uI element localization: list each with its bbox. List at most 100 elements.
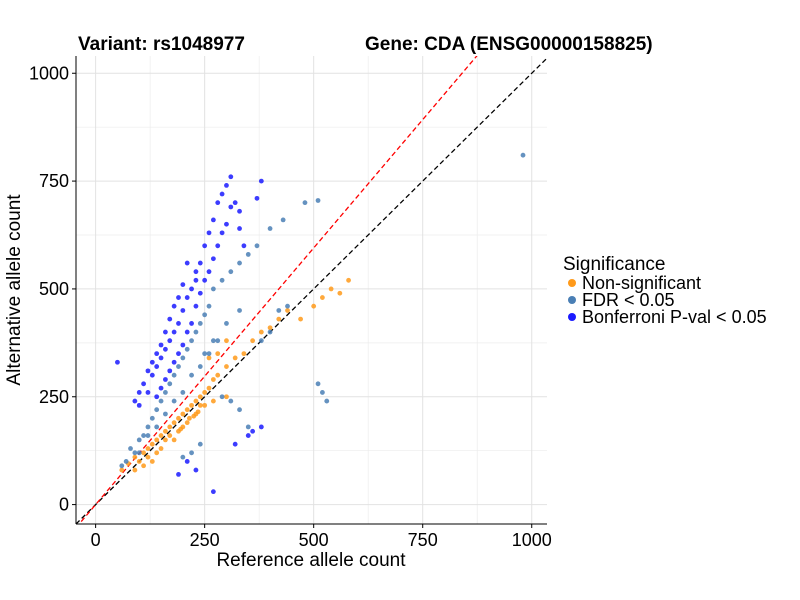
data-point — [320, 295, 325, 300]
data-point — [189, 372, 194, 378]
data-point — [197, 394, 203, 400]
data-point — [206, 269, 212, 275]
data-point — [202, 390, 208, 395]
data-point — [215, 243, 221, 249]
data-point — [206, 385, 212, 391]
data-point — [167, 424, 173, 430]
data-point — [224, 394, 229, 400]
y-tick-label: 0 — [59, 495, 69, 515]
data-point — [280, 217, 286, 223]
x-tick-label: 750 — [408, 530, 438, 550]
data-point — [195, 409, 201, 415]
data-point — [228, 269, 234, 275]
data-point — [163, 437, 168, 443]
data-point — [132, 450, 138, 456]
data-point — [180, 282, 186, 288]
data-point — [171, 420, 177, 426]
data-point — [237, 308, 242, 313]
data-point — [197, 260, 203, 266]
data-point — [167, 316, 173, 322]
legend-swatch — [568, 313, 576, 321]
x-tick-label: 250 — [190, 530, 220, 550]
data-point — [232, 441, 238, 447]
data-point — [245, 433, 251, 438]
data-point — [228, 398, 234, 404]
data-point — [184, 459, 190, 464]
data-point — [149, 441, 155, 447]
data-point — [141, 433, 146, 438]
data-point — [193, 269, 199, 275]
data-point — [206, 303, 212, 309]
data-point — [193, 467, 199, 473]
data-point — [184, 346, 190, 352]
data-point — [315, 381, 321, 387]
data-point — [180, 390, 186, 395]
data-point — [163, 390, 168, 395]
data-point — [237, 208, 242, 214]
data-point — [149, 359, 155, 365]
data-point — [119, 463, 125, 469]
data-point — [158, 342, 164, 348]
data-point — [149, 415, 155, 421]
data-point — [224, 364, 229, 369]
data-point — [132, 467, 138, 473]
data-point — [193, 329, 199, 335]
data-point — [158, 398, 164, 404]
data-point — [136, 437, 142, 443]
data-point — [171, 303, 177, 309]
data-point — [141, 463, 146, 469]
data-point — [158, 446, 164, 451]
data-point — [320, 390, 325, 395]
data-point — [189, 402, 194, 408]
series-non-significant — [119, 277, 351, 473]
data-point — [202, 402, 208, 408]
data-point — [224, 338, 229, 344]
data-point — [158, 355, 164, 361]
data-point — [219, 191, 225, 197]
data-point — [136, 450, 142, 456]
data-point — [180, 308, 186, 313]
data-point — [163, 377, 168, 382]
x-tick-label: 500 — [299, 530, 329, 550]
data-point — [202, 312, 208, 318]
data-point — [176, 364, 181, 369]
data-point — [191, 413, 197, 419]
data-point — [180, 411, 186, 417]
legend-swatch — [568, 279, 576, 287]
data-point — [184, 420, 190, 426]
data-point — [254, 243, 260, 249]
data-point — [250, 338, 256, 344]
legend-label: Non-significant — [582, 273, 701, 293]
data-point — [186, 415, 192, 421]
data-point — [176, 321, 181, 326]
data-point — [171, 359, 177, 365]
data-point — [206, 351, 212, 357]
data-point — [154, 424, 160, 430]
data-point — [141, 381, 146, 387]
data-point — [285, 308, 290, 313]
data-point — [276, 308, 282, 313]
data-point — [184, 260, 190, 266]
data-point — [176, 351, 181, 357]
data-point — [210, 338, 216, 344]
data-point — [206, 355, 212, 361]
data-point — [136, 390, 142, 395]
data-point — [184, 295, 190, 300]
data-point — [258, 338, 264, 344]
data-point — [145, 433, 151, 438]
title-gene: Gene: CDA (ENSG00000158825) — [365, 34, 653, 55]
data-point — [154, 407, 160, 413]
data-point — [285, 303, 290, 309]
data-point — [237, 260, 242, 266]
data-point — [215, 338, 221, 344]
data-point — [189, 450, 194, 456]
data-point — [267, 226, 273, 231]
reference-line-identity — [76, 57, 547, 524]
data-point — [258, 178, 264, 184]
data-point — [167, 368, 173, 374]
data-point — [180, 355, 186, 361]
legend-entry: Non-significant — [568, 273, 701, 293]
legend-title: Significance — [563, 254, 665, 275]
